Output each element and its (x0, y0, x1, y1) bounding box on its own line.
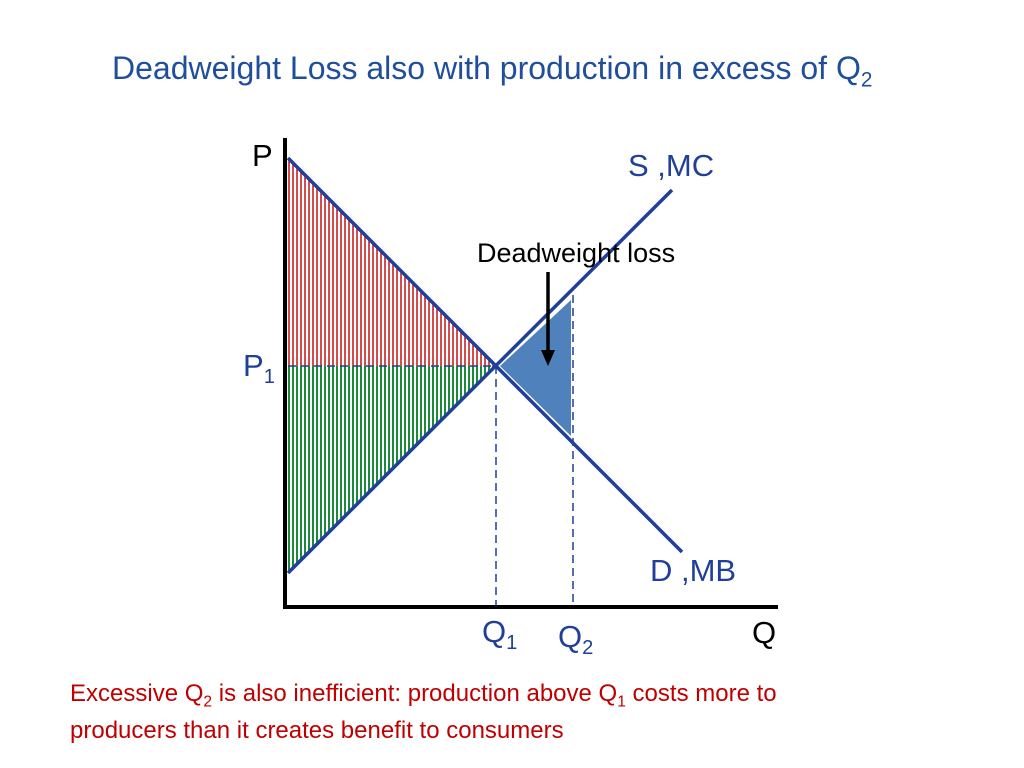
caption-part3: costs more to (625, 680, 777, 707)
p1-label: P1 (243, 348, 275, 387)
deadweight-loss-label: Deadweight loss (477, 238, 676, 268)
supply-curve (286, 188, 674, 575)
p1-sub: 1 (263, 366, 275, 389)
q1-main: Q (482, 614, 507, 649)
caption-sub2: 1 (617, 693, 626, 711)
caption-sub1: 2 (203, 693, 213, 711)
caption-part1: Excessive Q (70, 680, 204, 707)
demand-label: D ,MB (650, 553, 737, 588)
caption-part2: is also inefficient: production above Q (212, 680, 618, 707)
q2-main: Q (558, 619, 583, 654)
title-subscript: 2 (860, 68, 873, 92)
caption: Excessive Q2 is also inefficient: produc… (70, 675, 777, 749)
caption-line-1: Excessive Q2 is also inefficient: produc… (70, 675, 777, 712)
quantity-axis-label: Q (752, 615, 777, 650)
q2-label: Q2 (558, 619, 593, 658)
arrow-head-icon (541, 350, 555, 366)
q1-sub: 1 (506, 632, 518, 655)
page-title: Deadweight Loss also with production in … (112, 50, 872, 90)
demand-curve (286, 156, 684, 554)
deadweight-loss-area (500, 300, 571, 436)
title-text: Deadweight Loss also with production in … (112, 50, 861, 86)
price-axis-label: P (252, 138, 273, 173)
q1-label: Q1 (482, 614, 517, 653)
q2-sub: 2 (582, 637, 594, 660)
p1-main: P (243, 348, 264, 383)
caption-line-2: producers than it creates benefit to con… (70, 717, 564, 744)
supply-label: S ,MC (628, 148, 715, 183)
